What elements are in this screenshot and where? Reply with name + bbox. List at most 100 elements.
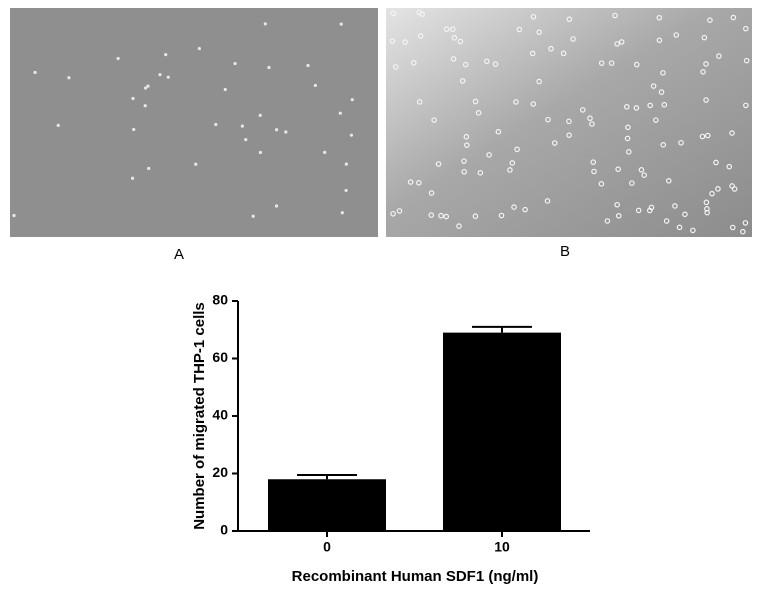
cell bbox=[608, 60, 615, 66]
cell bbox=[158, 73, 162, 77]
cell bbox=[570, 36, 576, 42]
cell bbox=[472, 213, 479, 220]
cell bbox=[536, 78, 542, 85]
cell bbox=[638, 167, 645, 173]
cell bbox=[633, 61, 640, 68]
cell bbox=[417, 33, 424, 39]
cell bbox=[338, 111, 342, 115]
cell bbox=[743, 102, 749, 109]
y-tick-label: 40 bbox=[212, 407, 228, 423]
cell bbox=[589, 121, 595, 127]
cell bbox=[522, 206, 528, 213]
cell bbox=[690, 227, 696, 234]
cell bbox=[267, 65, 271, 70]
cell bbox=[742, 25, 749, 32]
cell bbox=[704, 132, 711, 139]
cell bbox=[516, 26, 523, 33]
cell bbox=[12, 213, 16, 218]
cell bbox=[240, 124, 244, 128]
cell bbox=[56, 123, 60, 127]
panel-label: B bbox=[560, 243, 570, 260]
cell bbox=[716, 53, 722, 59]
cell bbox=[509, 160, 516, 166]
cell bbox=[435, 161, 442, 167]
cell bbox=[625, 124, 631, 131]
cell bbox=[450, 56, 457, 62]
cell bbox=[428, 190, 435, 196]
cell bbox=[461, 168, 467, 175]
cell bbox=[612, 12, 618, 19]
cell bbox=[462, 61, 469, 68]
cell bbox=[625, 149, 632, 155]
cell bbox=[730, 14, 737, 21]
cell bbox=[560, 50, 567, 57]
cell bbox=[598, 181, 605, 187]
cell bbox=[263, 22, 267, 26]
cell bbox=[396, 208, 403, 214]
cell bbox=[511, 204, 517, 210]
micrograph-a bbox=[10, 8, 378, 237]
cell bbox=[660, 70, 666, 76]
cell bbox=[566, 16, 573, 23]
cell bbox=[457, 38, 464, 45]
cell bbox=[676, 224, 683, 231]
cell bbox=[464, 142, 470, 148]
cell bbox=[536, 29, 542, 35]
cell bbox=[116, 56, 120, 61]
cell bbox=[194, 162, 198, 166]
cell bbox=[428, 212, 435, 218]
cell bbox=[223, 87, 227, 92]
cell bbox=[590, 159, 597, 165]
cell bbox=[390, 10, 397, 17]
cells-b bbox=[389, 9, 750, 235]
cell bbox=[729, 183, 735, 189]
cell bbox=[729, 224, 736, 231]
cell bbox=[461, 158, 467, 164]
cell bbox=[131, 96, 135, 101]
cell bbox=[529, 50, 536, 57]
cell bbox=[699, 133, 706, 140]
cell bbox=[463, 133, 470, 140]
cell bbox=[339, 22, 343, 26]
cell bbox=[419, 11, 426, 17]
cell bbox=[707, 17, 713, 23]
cell bbox=[700, 68, 706, 75]
y-tick-label: 80 bbox=[212, 292, 228, 308]
cell bbox=[274, 204, 279, 208]
cell bbox=[390, 210, 396, 217]
cell bbox=[615, 166, 621, 173]
cell bbox=[258, 150, 263, 155]
cell bbox=[729, 130, 735, 136]
cell bbox=[633, 105, 640, 111]
chart: 0 20 40 60 80 0 10 bbox=[212, 292, 590, 555]
cell bbox=[344, 188, 348, 193]
cell bbox=[701, 34, 708, 41]
cell bbox=[274, 128, 279, 132]
cell bbox=[742, 220, 749, 226]
micrograph-b bbox=[386, 8, 752, 237]
cell bbox=[472, 98, 479, 105]
cell bbox=[313, 83, 317, 88]
cell bbox=[663, 218, 670, 224]
cell bbox=[598, 60, 605, 66]
cell bbox=[629, 180, 635, 186]
cell bbox=[492, 61, 499, 67]
y-tick-label: 60 bbox=[212, 349, 228, 365]
cell bbox=[483, 58, 490, 65]
cell bbox=[530, 13, 537, 20]
cell bbox=[703, 61, 709, 67]
cell bbox=[233, 61, 237, 66]
bar bbox=[443, 332, 561, 531]
cell bbox=[656, 14, 663, 21]
cell bbox=[164, 53, 168, 57]
cell bbox=[438, 212, 444, 219]
cell bbox=[548, 45, 554, 52]
x-tick-label: 10 bbox=[494, 539, 510, 555]
cell bbox=[650, 83, 657, 89]
cell bbox=[306, 63, 310, 68]
cell bbox=[704, 209, 710, 216]
y-tick-label: 20 bbox=[212, 464, 228, 480]
cell bbox=[544, 198, 551, 204]
cell bbox=[591, 168, 597, 175]
cell bbox=[513, 99, 519, 105]
